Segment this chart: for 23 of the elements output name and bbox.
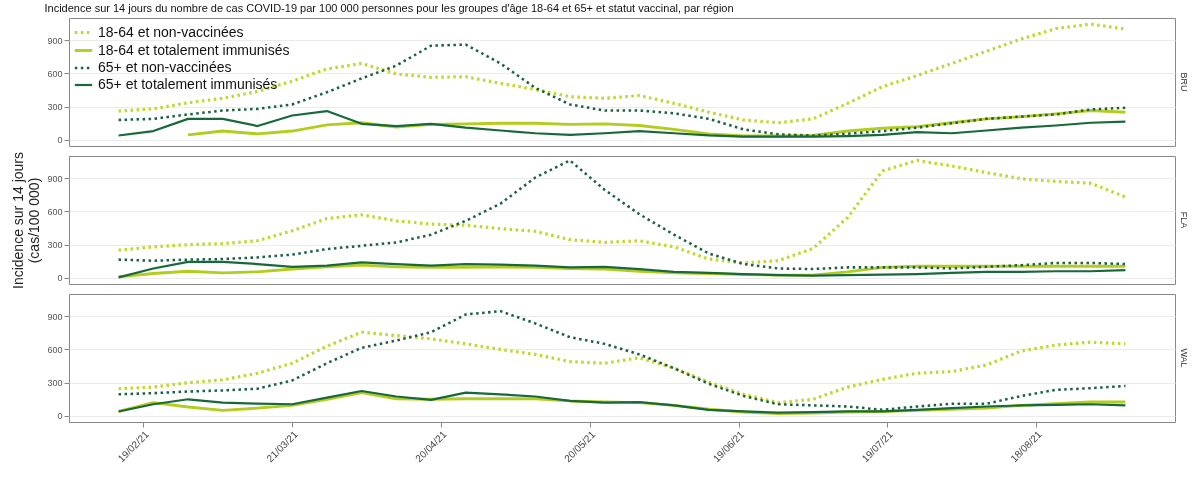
y-axis-title: Incidence sur 14 jours (cas/100 000) xyxy=(9,152,42,289)
legend-label: 65+ et non-vaccinées xyxy=(98,59,232,75)
y-tick-label: 300 xyxy=(47,240,63,251)
legend-label: 65+ et totalement immunisés xyxy=(98,76,278,92)
y-tick-label: 900 xyxy=(47,173,63,184)
y-tick-label: 600 xyxy=(47,206,63,217)
line-series xyxy=(117,330,1127,405)
legend-label: 18-64 et non-vaccinées xyxy=(98,23,244,40)
y-tick-label: 0 xyxy=(57,135,63,146)
y-tick-label: 300 xyxy=(47,378,63,389)
y-tick-label: 600 xyxy=(47,68,63,79)
chart-title: Incidence sur 14 jours du nombre de cas COVID-19 par 100 000 personnes pour les groupes d'âge 18-64 et 65+ et statut vaccinal, par région xyxy=(44,1,734,14)
y-tick-label: 600 xyxy=(47,344,63,355)
legend-label: 18-64 et totalement immunisés xyxy=(98,41,290,58)
line-series xyxy=(117,309,1127,412)
y-tick-label: 300 xyxy=(47,102,63,113)
text: BRU xyxy=(1179,72,1189,92)
text: FLA xyxy=(1179,211,1189,229)
y-tick-label: 900 xyxy=(47,311,63,322)
y-tick-label: 900 xyxy=(47,35,63,46)
text: WAL xyxy=(1179,348,1189,368)
y-tick-label: 0 xyxy=(57,411,63,422)
y-tick-label: 0 xyxy=(57,273,63,284)
